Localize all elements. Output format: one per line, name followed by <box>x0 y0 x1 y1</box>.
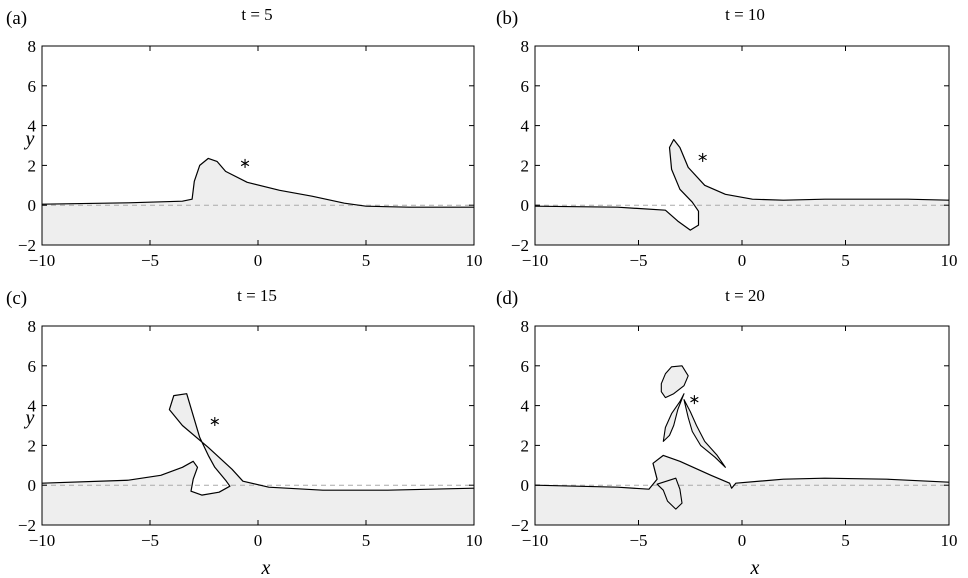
panel-a: (a) t = 5 y −10 −5 0 5 10 −2 0 2 4 6 8 <box>6 5 483 270</box>
panel-c-vortex-marker <box>210 417 219 427</box>
panel-c-y-tick-label: −2 <box>18 516 36 535</box>
panel-c-x-tick-label: −5 <box>141 531 159 550</box>
panel-d-y-tick-label: −2 <box>511 516 529 535</box>
panel-c-y-axis-label: y <box>24 407 35 429</box>
panel-d-plot-area <box>535 365 949 525</box>
panel-b-y-tick-label: 2 <box>521 156 530 175</box>
panel-d-y-tick-label: 0 <box>521 476 530 495</box>
panel-c-x-tick-label: 10 <box>466 531 483 550</box>
panel-c-x-tick-label: 0 <box>254 531 263 550</box>
panel-c-plot-area <box>42 393 474 525</box>
panel-a-y-tick-label: 6 <box>28 77 37 96</box>
panel-b-y-tick-label: 8 <box>521 37 530 56</box>
panel-b: (b) t = 10 −10 −5 0 5 10 −2 0 2 4 6 8 <box>496 5 958 270</box>
panel-d-y-tick-label: 8 <box>521 317 530 336</box>
panel-a-x-tick-label: −10 <box>29 251 56 270</box>
panel-a-interface-line <box>42 157 474 208</box>
panel-a-y-axis-label: y <box>24 128 35 150</box>
panel-d-x-tick-label: 10 <box>941 531 958 550</box>
panel-a-fluid-region <box>42 158 474 245</box>
panel-d-y-tick-label: 2 <box>521 436 530 455</box>
panel-c: (c) t = 15 y x −10 −5 0 5 10 −2 0 2 4 6 8 <box>6 286 483 578</box>
panel-a-x-tick-label: 10 <box>466 251 483 270</box>
panel-b-letter: (b) <box>496 8 518 29</box>
panel-d-y-tick-label: 6 <box>521 357 530 376</box>
panel-d-fluid-region <box>535 455 949 525</box>
panel-b-x-tick-label: −10 <box>522 251 549 270</box>
panel-b-x-tick-label: 5 <box>841 251 850 270</box>
panel-a-y-tick-label: 4 <box>28 117 37 136</box>
panel-d-fluid-blob-1 <box>656 477 683 510</box>
panel-d-vortex-marker <box>690 395 699 405</box>
panel-b-interface-line <box>535 138 949 231</box>
panel-a-vortex-marker <box>240 158 250 168</box>
panel-d-x-tick-label: 0 <box>738 531 747 550</box>
panel-b-plot-area <box>535 138 949 245</box>
panel-d: (d) t = 20 x −10 −5 0 5 10 −2 0 2 4 6 8 <box>496 286 958 578</box>
panel-d-y-tick-label: 4 <box>521 397 530 416</box>
panel-d-x-axis-label: x <box>750 557 760 578</box>
panel-c-x-tick-label: −10 <box>29 531 56 550</box>
panel-b-title: t = 10 <box>725 5 765 24</box>
panel-b-fluid-region <box>535 139 949 245</box>
panel-b-x-tick-label: 0 <box>738 251 747 270</box>
panel-b-x-tick-label: −5 <box>629 251 647 270</box>
panel-a-y-tick-label: 8 <box>28 37 37 56</box>
panel-c-interface-line <box>42 393 474 496</box>
panel-a-plot-area <box>42 157 474 245</box>
panel-b-x-tick-label: 10 <box>941 251 958 270</box>
panel-d-fluid-blob-2 <box>660 365 689 399</box>
panel-a-x-tick-label: 0 <box>254 251 263 270</box>
panel-d-x-tick-label: −5 <box>629 531 647 550</box>
panel-a-title: t = 5 <box>241 5 272 24</box>
panel-b-y-tick-label: 6 <box>521 77 530 96</box>
panel-a-letter: (a) <box>6 8 27 29</box>
panel-c-y-tick-label: 8 <box>28 317 37 336</box>
panel-d-x-tick-label: 5 <box>841 531 850 550</box>
panel-a-y-tick-label: 0 <box>28 196 37 215</box>
panel-c-y-tick-label: 2 <box>28 436 37 455</box>
panel-c-x-tick-label: 5 <box>362 531 371 550</box>
panel-d-letter: (d) <box>496 288 518 309</box>
panel-a-y-tick-label: −2 <box>18 236 36 255</box>
panel-b-vortex-marker <box>698 152 707 162</box>
panel-b-y-tick-label: 0 <box>521 196 530 215</box>
panel-c-letter: (c) <box>6 288 27 309</box>
panel-a-x-tick-label: 5 <box>362 251 371 270</box>
panel-a-y-tick-label: 2 <box>28 156 37 175</box>
panel-d-title: t = 20 <box>725 286 765 305</box>
panel-c-title: t = 15 <box>237 286 277 305</box>
panel-c-fluid-region <box>42 393 474 525</box>
panel-c-y-tick-label: 4 <box>28 397 37 416</box>
panel-c-y-tick-label: 6 <box>28 357 37 376</box>
panel-b-y-tick-label: 4 <box>521 117 530 136</box>
panel-c-x-axis-label: x <box>261 557 271 578</box>
panel-d-x-tick-label: −10 <box>522 531 549 550</box>
panel-d-interface-line <box>535 454 949 490</box>
panel-c-y-tick-label: 0 <box>28 476 37 495</box>
panel-d-fluid-blob-3 <box>662 393 685 442</box>
panel-b-y-tick-label: −2 <box>511 236 529 255</box>
panel-d-fluid-blob-4 <box>683 399 726 468</box>
panel-a-x-tick-label: −5 <box>141 251 159 270</box>
